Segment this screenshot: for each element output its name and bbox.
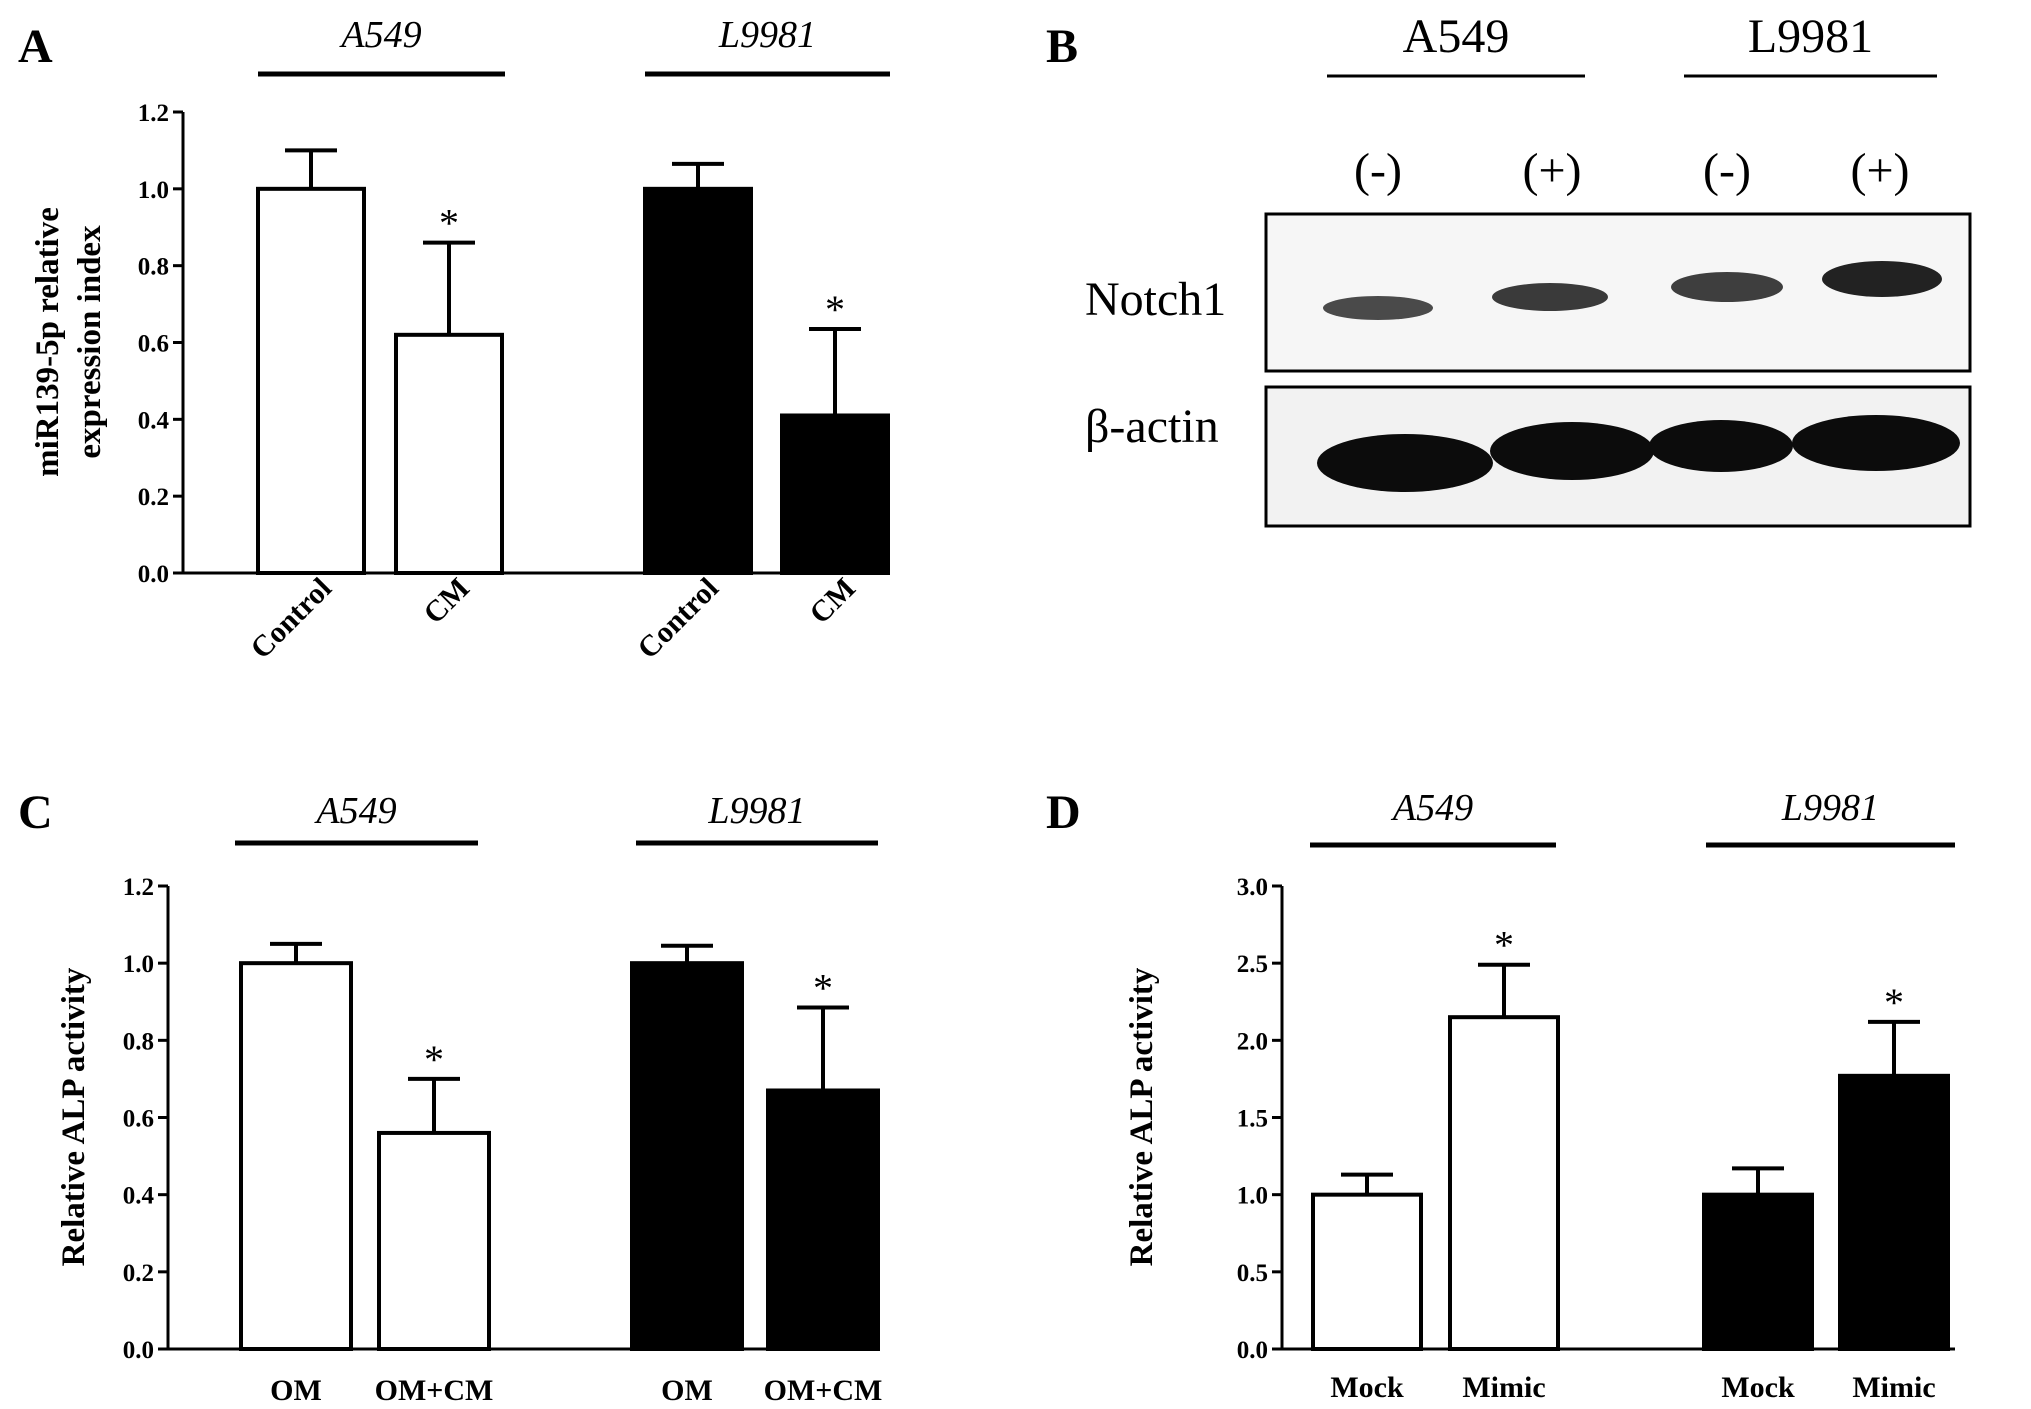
group-label: L9981 xyxy=(707,790,805,832)
x-category-label: OM xyxy=(661,1374,713,1407)
notch1-band xyxy=(1822,261,1942,297)
blot-group-label: A549 xyxy=(1403,10,1510,63)
y-axis-label: expression index xyxy=(72,225,108,459)
significance-marker: * xyxy=(813,966,833,1011)
x-category-label: OM+CM xyxy=(764,1374,883,1407)
panel-d: D 0.0 0.5 1.0 1.5 2.0 2.5 3.0 Relative ALP activ… xyxy=(1046,786,1955,1404)
blot-lane-label: (-) xyxy=(1703,144,1751,197)
x-category-label: OM xyxy=(270,1374,322,1407)
y-tick-label: 0.2 xyxy=(123,1260,154,1287)
y-tick-label: 0.6 xyxy=(123,1106,154,1133)
significance-marker: * xyxy=(439,201,459,246)
panel-label: C xyxy=(18,786,53,839)
significance-marker: * xyxy=(424,1037,444,1082)
bar xyxy=(1702,1192,1814,1351)
bar xyxy=(377,1130,491,1352)
bar xyxy=(1448,1015,1560,1352)
bar xyxy=(1838,1073,1950,1351)
bar xyxy=(630,961,744,1352)
blot-lane-label: (+) xyxy=(1850,144,1909,197)
panel-c: C 0.0 0.2 0.4 0.6 0.8 1.0 1.2 Relative ALP activ… xyxy=(18,786,882,1407)
group-label: A549 xyxy=(1390,787,1473,829)
actin-band xyxy=(1649,420,1793,472)
blot-row-label: Notch1 xyxy=(1085,273,1226,326)
y-tick-label: 1.5 xyxy=(1237,1106,1268,1133)
panel-label: D xyxy=(1046,786,1081,839)
blot-row-label: β-actin xyxy=(1085,400,1219,453)
y-tick-label: 0.0 xyxy=(138,561,169,588)
bar xyxy=(256,186,366,575)
x-category-label: CM xyxy=(417,572,476,631)
x-category-label: OM+CM xyxy=(375,1374,494,1407)
significance-marker: * xyxy=(1494,923,1514,968)
x-category-label: Mock xyxy=(1721,1371,1795,1404)
bar xyxy=(766,1088,880,1352)
panel-label: A xyxy=(18,20,53,73)
blot-group-label: L9981 xyxy=(1748,10,1873,63)
actin-band xyxy=(1792,415,1960,471)
bar xyxy=(239,961,353,1352)
group-label: A549 xyxy=(313,790,396,832)
y-tick-label: 2.5 xyxy=(1237,951,1268,978)
bar xyxy=(643,186,753,575)
group-label: L9981 xyxy=(1781,787,1879,829)
y-tick-label: 1.0 xyxy=(1237,1183,1268,1210)
notch1-band xyxy=(1671,272,1783,302)
actin-band xyxy=(1490,422,1654,480)
y-tick-label: 0.8 xyxy=(123,1028,154,1055)
y-tick-label: 0.8 xyxy=(138,254,169,281)
y-tick-label: 3.0 xyxy=(1237,874,1268,901)
significance-marker: * xyxy=(825,287,845,332)
x-category-label: Mimic xyxy=(1852,1371,1935,1404)
y-tick-label: 0.2 xyxy=(138,484,169,511)
blot-lane-label: (-) xyxy=(1354,144,1402,197)
x-category-label: Mock xyxy=(1330,1371,1404,1404)
y-axis-label: Relative ALP activity xyxy=(56,967,92,1266)
x-category-label: Mimic xyxy=(1462,1371,1545,1404)
significance-marker: * xyxy=(1884,980,1904,1025)
y-tick-label: 0.0 xyxy=(1237,1337,1268,1364)
y-tick-label: 0.5 xyxy=(1237,1260,1268,1287)
group-label: L9981 xyxy=(718,14,816,56)
y-tick-label: 0.6 xyxy=(138,331,169,358)
bar xyxy=(780,413,890,575)
blot-lane-label: (+) xyxy=(1522,144,1581,197)
x-category-label: CM xyxy=(803,572,862,631)
y-tick-label: 0.4 xyxy=(123,1183,155,1210)
y-tick-label: 1.2 xyxy=(138,100,169,127)
y-tick-label: 0.0 xyxy=(123,1337,154,1364)
y-tick-label: 1.2 xyxy=(123,874,154,901)
panel-label: B xyxy=(1046,20,1078,73)
x-category-label: Control xyxy=(631,572,725,666)
x-category-label: Control xyxy=(244,572,338,666)
group-label: A549 xyxy=(338,14,421,56)
notch1-band xyxy=(1492,283,1608,311)
panel-a: A 0.0 0.2 0.4 0.6 0.8 1.0 1.2 miR139-5p relative… xyxy=(18,14,890,665)
y-axis-label: Relative ALP activity xyxy=(1124,967,1160,1266)
y-tick-label: 1.0 xyxy=(138,177,169,204)
y-axis-label: miR139-5p relative xyxy=(30,207,66,477)
bar xyxy=(394,332,504,576)
notch1-band xyxy=(1323,296,1433,320)
y-tick-label: 1.0 xyxy=(123,951,154,978)
y-tick-label: 2.0 xyxy=(1237,1028,1268,1055)
y-tick-label: 0.4 xyxy=(138,407,170,434)
bar xyxy=(1311,1192,1423,1351)
actin-band xyxy=(1317,434,1493,492)
panel-b-western-blot: B A549 L9981 (-) (+) (-) (+) Notch1 β-actin xyxy=(1046,10,1972,528)
